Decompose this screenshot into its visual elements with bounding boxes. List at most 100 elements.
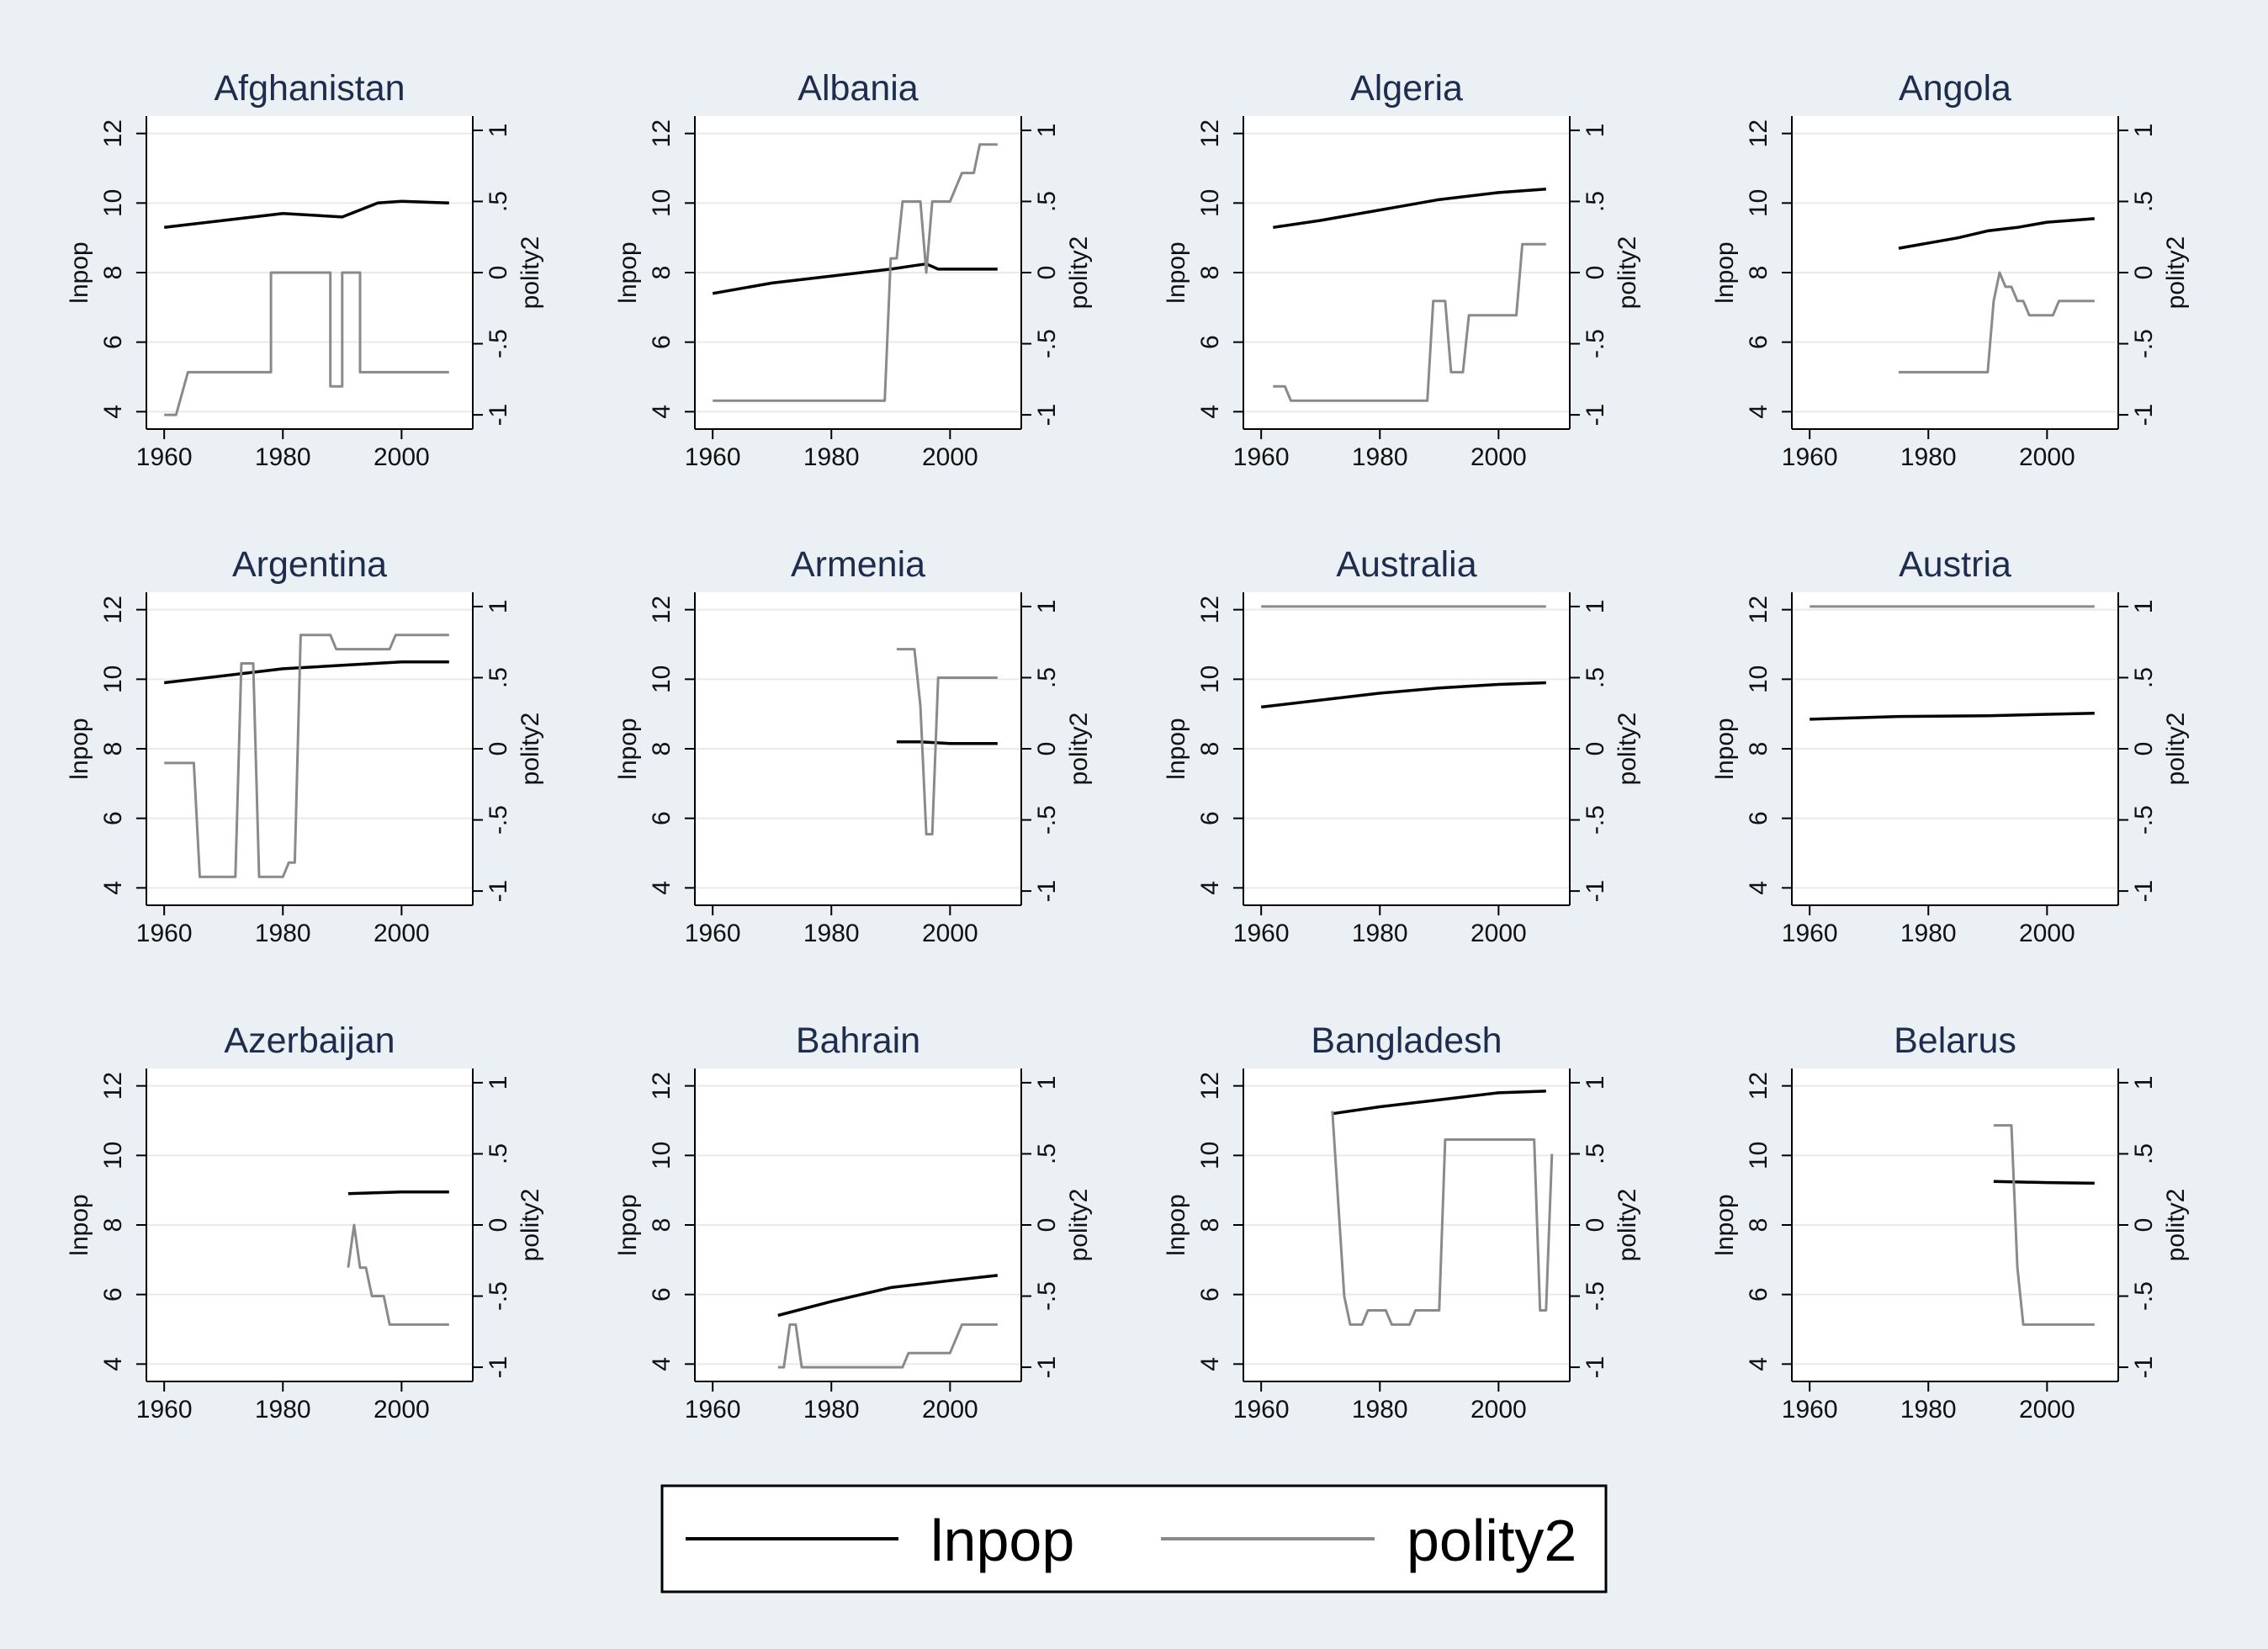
y2-tick-label: -.5: [485, 805, 512, 835]
y-tick-label: 12: [648, 119, 676, 147]
x-tick-label: 2000: [374, 443, 430, 471]
y2-axis-title: polity2: [1065, 236, 1093, 310]
panel-belarus: 4 6 8 10 12 -1 -.5 0 .5 1 1960 1980 2000 lnpop polity2…: [1711, 1021, 2190, 1424]
y2-tick-label: 1: [1033, 1076, 1061, 1090]
y-tick-label: 4: [1745, 1357, 1773, 1371]
legend-lnpop-label: lnpop: [930, 1508, 1074, 1573]
y-axis-title: lnpop: [66, 241, 93, 303]
legend: lnpop polity2: [660, 1484, 1608, 1593]
y-tick-label: 8: [1196, 742, 1224, 756]
series-line-polity2: [164, 271, 449, 416]
x-tick-label: 1980: [1900, 443, 1957, 471]
y-tick-label: 6: [1745, 1287, 1773, 1302]
y-tick-label: 12: [648, 596, 676, 623]
y-tick-label: 6: [99, 1287, 127, 1302]
x-tick-label: 2000: [2019, 920, 2075, 947]
y-tick-label: 8: [1196, 266, 1224, 280]
series-line-lnpop: [1332, 1090, 1546, 1116]
y2-tick-label: -1: [485, 404, 512, 427]
y2-tick-label: .5: [2130, 667, 2158, 688]
y-tick-label: 8: [1745, 742, 1773, 756]
y2-tick-label: 0: [1582, 1218, 1609, 1233]
panel-austria: 4 6 8 10 12 -1 -.5 0 .5 1 1960 1980 2000 lnpop polity2…: [1711, 544, 2190, 947]
series-line-lnpop: [1273, 188, 1546, 230]
x-tick-label: 2000: [922, 443, 978, 471]
panel-albania: 4 6 8 10 12 -1 -.5 0 .5 1 1960 1980 2000 lnpop polity2…: [614, 68, 1093, 471]
y2-tick-label: 1: [2130, 1076, 2158, 1090]
y2-tick-label: 0: [2130, 742, 2158, 756]
y-tick-label: 12: [1196, 596, 1224, 623]
y2-tick-label: 1: [1582, 600, 1609, 614]
y-tick-label: 12: [1745, 119, 1773, 147]
x-tick-label: 1960: [1233, 1396, 1290, 1424]
y2-tick-label: -1: [1582, 1356, 1609, 1379]
y-axis-title: lnpop: [614, 718, 642, 779]
y2-tick-label: .5: [2130, 191, 2158, 212]
panel-title: Australia: [1336, 544, 1476, 585]
x-tick-label: 2000: [922, 920, 978, 947]
y-tick-label: 12: [1745, 596, 1773, 623]
y-axis-title: lnpop: [1711, 718, 1739, 779]
series-line-polity2: [1993, 1124, 2095, 1326]
y2-tick-label: -1: [2130, 1356, 2158, 1379]
y2-tick-label: 0: [2130, 266, 2158, 280]
y-tick-label: 6: [1196, 811, 1224, 825]
y2-tick-label: -1: [1582, 404, 1609, 427]
series-line-lnpop: [1810, 712, 2095, 721]
panel-title: Austria: [1899, 544, 2011, 585]
x-tick-label: 1960: [136, 1396, 193, 1424]
y-tick-label: 6: [648, 1287, 676, 1302]
x-tick-label: 1960: [685, 920, 741, 947]
y-tick-label: 4: [1745, 881, 1773, 895]
y2-axis-title: polity2: [2162, 1189, 2190, 1262]
y2-tick-label: .5: [1582, 1143, 1609, 1164]
x-tick-label: 1980: [255, 1396, 311, 1424]
y2-axis-title: polity2: [1065, 1189, 1093, 1262]
series-line-lnpop: [347, 1190, 449, 1196]
y-tick-label: 8: [648, 266, 676, 280]
y2-tick-label: -1: [2130, 880, 2158, 903]
y-tick-label: 8: [1196, 1218, 1224, 1233]
series-line-lnpop: [1898, 217, 2095, 250]
y-tick-label: 12: [648, 1072, 676, 1100]
y-tick-label: 8: [99, 742, 127, 756]
x-tick-label: 1960: [685, 443, 741, 471]
y2-tick-label: 0: [485, 266, 512, 280]
series-line-polity2: [713, 143, 998, 402]
y-tick-label: 12: [99, 119, 127, 147]
y2-tick-label: 0: [1033, 1218, 1061, 1233]
y2-axis-title: polity2: [1614, 713, 1641, 786]
y2-tick-label: .5: [485, 1143, 512, 1164]
y2-tick-label: -.5: [1033, 329, 1061, 358]
y-tick-label: 4: [99, 1357, 127, 1371]
y2-tick-label: .5: [1582, 191, 1609, 212]
y-tick-label: 10: [99, 1142, 127, 1169]
y2-tick-label: -1: [485, 880, 512, 903]
x-tick-label: 1980: [1352, 1396, 1408, 1424]
y-axis-title: lnpop: [1711, 1194, 1739, 1255]
x-tick-label: 1960: [685, 1396, 741, 1424]
y2-tick-label: -1: [1582, 880, 1609, 903]
y2-axis-title: polity2: [1614, 236, 1641, 310]
y-tick-label: 4: [648, 881, 676, 895]
y-tick-label: 4: [648, 405, 676, 419]
series-line-lnpop: [1993, 1180, 2095, 1185]
y-tick-label: 12: [1745, 1072, 1773, 1100]
series-line-polity2: [777, 1323, 998, 1369]
y-tick-label: 10: [648, 1142, 676, 1169]
y-tick-label: 8: [99, 266, 127, 280]
y-tick-label: 4: [99, 881, 127, 895]
x-tick-label: 1980: [255, 443, 311, 471]
y2-axis-title: polity2: [517, 236, 544, 310]
x-tick-label: 2000: [922, 1396, 978, 1424]
y2-tick-label: -.5: [2130, 329, 2158, 358]
panel-armenia: 4 6 8 10 12 -1 -.5 0 .5 1 1960 1980 2000 lnpop polity2…: [614, 544, 1093, 947]
series-line-lnpop: [777, 1274, 998, 1318]
x-tick-label: 2000: [1470, 920, 1527, 947]
y2-axis-title: polity2: [2162, 713, 2190, 786]
panel-title: Azerbaijan: [224, 1021, 395, 1061]
y-tick-label: 12: [99, 1072, 127, 1100]
y-tick-label: 6: [99, 811, 127, 825]
x-tick-label: 1980: [803, 443, 860, 471]
y-tick-label: 6: [648, 811, 676, 825]
